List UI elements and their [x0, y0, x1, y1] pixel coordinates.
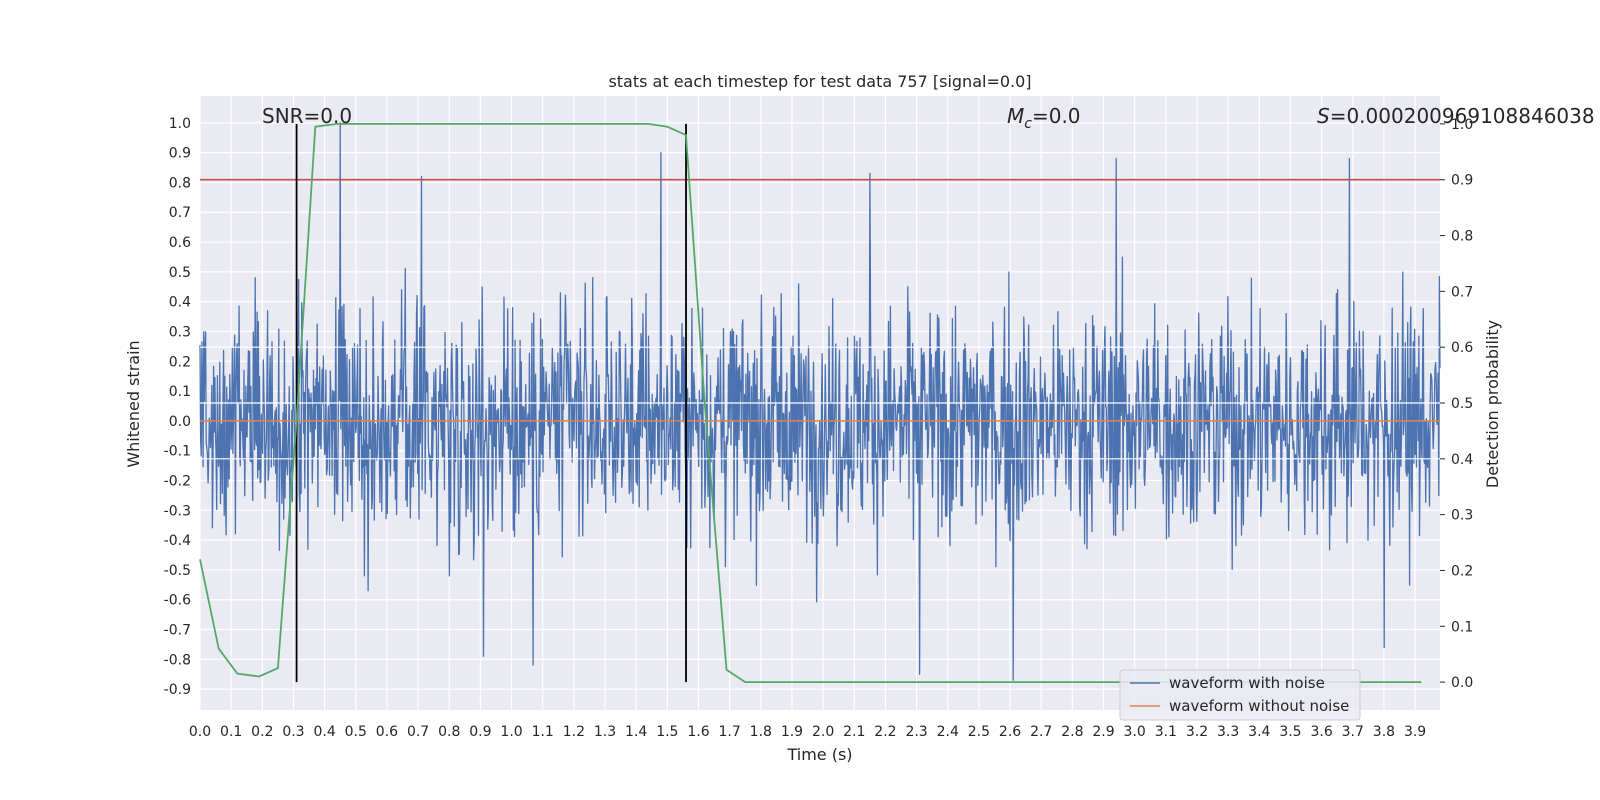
x-tick-label: 1.4 — [625, 724, 647, 740]
y-axis-ticks: 1.0 0.9 0.8 0.7 0.6 0.5 0.4 0.3 0.2 0.1 0.0 -0.1 -0.… — [164, 116, 191, 698]
x-tick-label: 2.4 — [937, 724, 959, 740]
x-tick-label: 1.8 — [750, 724, 772, 740]
x-tick-label: 3.9 — [1404, 724, 1426, 740]
y-tick-label: 1.0 — [169, 116, 191, 132]
x-tick-label: 1.7 — [719, 724, 741, 740]
x-tick-label: 3.3 — [1217, 724, 1239, 740]
x-tick-label: 3.5 — [1279, 724, 1301, 740]
x-tick-label: 2.7 — [1030, 724, 1052, 740]
chart-title: stats at each timestep for test data 757… — [608, 72, 1031, 91]
x-tick-label: 2.3 — [905, 724, 927, 740]
x-tick-label: 2.5 — [968, 724, 990, 740]
mc-symbol: M — [1007, 104, 1024, 128]
legend: waveform with noise waveform without noi… — [1119, 669, 1361, 721]
y-tick-label: -0.4 — [164, 533, 191, 549]
y-right-axis-ticks: 1.0 0.9 0.8 0.7 0.6 0.5 0.4 0.3 0.2 0.1 0.0 — [1440, 117, 1473, 691]
x-tick-label: 0.3 — [282, 724, 304, 740]
y-right-tick-label: 0.6 — [1451, 340, 1473, 356]
y-right-tick-label: 0.1 — [1451, 619, 1473, 635]
x-tick-label: 1.2 — [563, 724, 585, 740]
snr-annotation: SNR=0.0 — [262, 104, 352, 128]
y-right-tick-label: 1.0 — [1451, 117, 1473, 133]
y-tick-label: -0.9 — [164, 682, 191, 698]
y-tick-label: 0.1 — [169, 384, 191, 400]
y-right-axis-label: Detection probability — [1483, 320, 1502, 488]
x-tick-label: 2.2 — [874, 724, 896, 740]
x-tick-label: 0.8 — [438, 724, 460, 740]
x-tick-label: 0.5 — [345, 724, 367, 740]
x-tick-label: 0.1 — [220, 724, 242, 740]
x-tick-label: 3.8 — [1373, 724, 1395, 740]
y-tick-label: 0.7 — [169, 205, 191, 221]
legend-box — [1119, 669, 1361, 721]
x-tick-label: 2.8 — [1061, 724, 1083, 740]
x-tick-label: 3.0 — [1124, 724, 1146, 740]
x-tick-label: 2.6 — [999, 724, 1021, 740]
x-tick-label: 3.7 — [1342, 724, 1364, 740]
x-tick-label: 0.9 — [469, 724, 491, 740]
overlay-lines — [200, 123, 1440, 683]
y-tick-label: 0.0 — [169, 414, 191, 430]
x-tick-label: 3.4 — [1248, 724, 1270, 740]
x-tick-label: 3.1 — [1155, 724, 1177, 740]
y-tick-label: 0.8 — [169, 175, 191, 191]
x-tick-label: 0.0 — [189, 724, 211, 740]
y-tick-label: -0.5 — [164, 563, 191, 579]
y-right-tick-label: 0.0 — [1451, 675, 1473, 691]
chirp-mass-annotation: Mc=0.0 — [1007, 104, 1081, 132]
y-tick-label: -0.8 — [164, 652, 191, 668]
mc-value: =0.0 — [1032, 104, 1081, 128]
legend-clean-label: waveform without noise — [1169, 697, 1349, 715]
x-tick-label: 1.9 — [781, 724, 803, 740]
x-tick-label: 2.9 — [1092, 724, 1114, 740]
legend-noise-label: waveform with noise — [1169, 674, 1325, 692]
y-tick-label: 0.3 — [169, 324, 191, 340]
x-tick-label: 2.1 — [843, 724, 865, 740]
y-right-tick-label: 0.5 — [1451, 396, 1473, 412]
x-tick-label: 1.3 — [594, 724, 616, 740]
x-tick-label: 2.0 — [812, 724, 834, 740]
x-tick-label: 1.0 — [500, 724, 522, 740]
y-right-tick-label: 0.8 — [1451, 229, 1473, 245]
y-tick-label: 0.6 — [169, 235, 191, 251]
noise-series — [199, 122, 1441, 681]
x-tick-label: 0.6 — [376, 724, 398, 740]
y-tick-label: 0.4 — [169, 295, 191, 311]
y-axis-label: Whitened strain — [124, 340, 143, 467]
y-tick-label: -0.6 — [164, 593, 191, 609]
y-tick-label: 0.5 — [169, 265, 191, 281]
y-right-tick-label: 0.4 — [1451, 452, 1473, 468]
noise-line — [199, 122, 1441, 681]
x-tick-label: 0.2 — [251, 724, 273, 740]
x-tick-label: 0.7 — [407, 724, 429, 740]
x-axis-label: Time (s) — [786, 745, 852, 764]
s-annotation: S=0.00020096910884603​8 — [1317, 104, 1595, 128]
y-right-tick-label: 0.3 — [1451, 508, 1473, 524]
x-tick-label: 3.2 — [1186, 724, 1208, 740]
x-tick-label: 3.6 — [1310, 724, 1332, 740]
x-tick-label: 1.5 — [656, 724, 678, 740]
y-tick-label: -0.3 — [164, 503, 191, 519]
x-tick-label: 1.6 — [687, 724, 709, 740]
x-tick-label: 1.1 — [532, 724, 554, 740]
x-axis-ticks: 0.0 0.1 0.2 0.3 0.4 0.5 0.6 0.7 0.8 0.9 1.0 1.1 1.2 1… — [189, 724, 1426, 740]
y-tick-label: -0.1 — [164, 444, 191, 460]
s-value: =0.00020096910884603​8 — [1330, 104, 1595, 128]
y-tick-label: -0.7 — [164, 623, 191, 639]
y-tick-label: 0.9 — [169, 146, 191, 162]
y-tick-label: -0.2 — [164, 473, 191, 489]
y-tick-label: 0.2 — [169, 354, 191, 370]
s-symbol: S — [1317, 104, 1330, 128]
y-right-tick-label: 0.2 — [1451, 563, 1473, 579]
mc-subscript: c — [1024, 116, 1032, 132]
y-right-tick-label: 0.7 — [1451, 284, 1473, 300]
x-tick-label: 0.4 — [313, 724, 335, 740]
y-right-tick-label: 0.9 — [1451, 173, 1473, 189]
